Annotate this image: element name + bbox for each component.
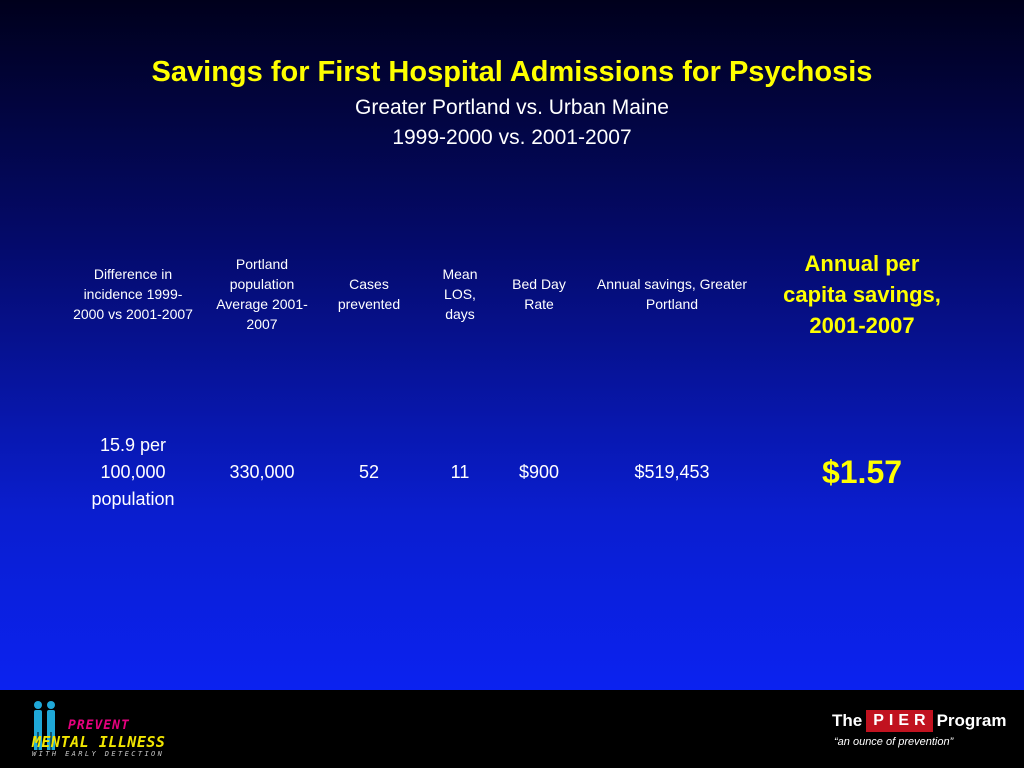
header-annual-savings: Annual savings, Greater Portland [596,276,748,312]
logo-mental-illness-text: MENTAL ILLNESS [32,733,166,751]
pier-program-logo: The PIER Program “an ounce of prevention… [832,710,1012,760]
value-annual-savings: $519,453 [634,461,710,482]
header-mean-los: Mean LOS, days [442,266,478,322]
header-incidence-difference: Difference in incidence 1999-2000 vs 200… [73,266,193,322]
value-per-capita-savings: $1.57 [821,454,903,490]
header-portland-population: Portland population Average 2001-2007 [216,256,308,332]
two-figures-icon [34,701,55,750]
slide-subtitle-2: 1999-2000 vs. 2001-2007 [392,126,632,149]
value-portland-population: 330,000 [229,461,295,482]
value-incidence-difference: 15.9 per 100,000 population [91,434,175,509]
pier-tagline: “an ounce of prevention” [834,736,954,748]
header-bed-day-rate: Bed Day Rate [512,276,566,312]
logo-early-detection-text: WITH EARLY DETECTION [32,750,165,758]
pier-suffix: Program [936,711,1007,730]
slide-subtitle-1: Greater Portland vs. Urban Maine [355,96,669,119]
pier-prefix: The [832,711,863,730]
slide: Savings for First Hospital Admissions fo… [0,0,1024,690]
logo-prevent-text: PREVENT [68,718,130,733]
prevent-mental-illness-logo: PREVENT MENTAL ILLNESS WITH EARLY DETECT… [28,698,208,760]
pier-brand-box: PIER [866,710,933,732]
header-cases-prevented: Cases prevented [337,276,401,312]
pier-logo-row: The PIER Program [832,710,1007,732]
value-cases-prevented: 52 [358,461,380,482]
footer-bar: PREVENT MENTAL ILLNESS WITH EARLY DETECT… [0,690,1024,768]
value-bed-day-rate: $900 [518,461,560,482]
value-mean-los: 11 [450,461,470,482]
slide-title: Savings for First Hospital Admissions fo… [151,56,873,88]
header-per-capita-savings: Annual per capita savings, 2001-2007 [783,250,941,338]
